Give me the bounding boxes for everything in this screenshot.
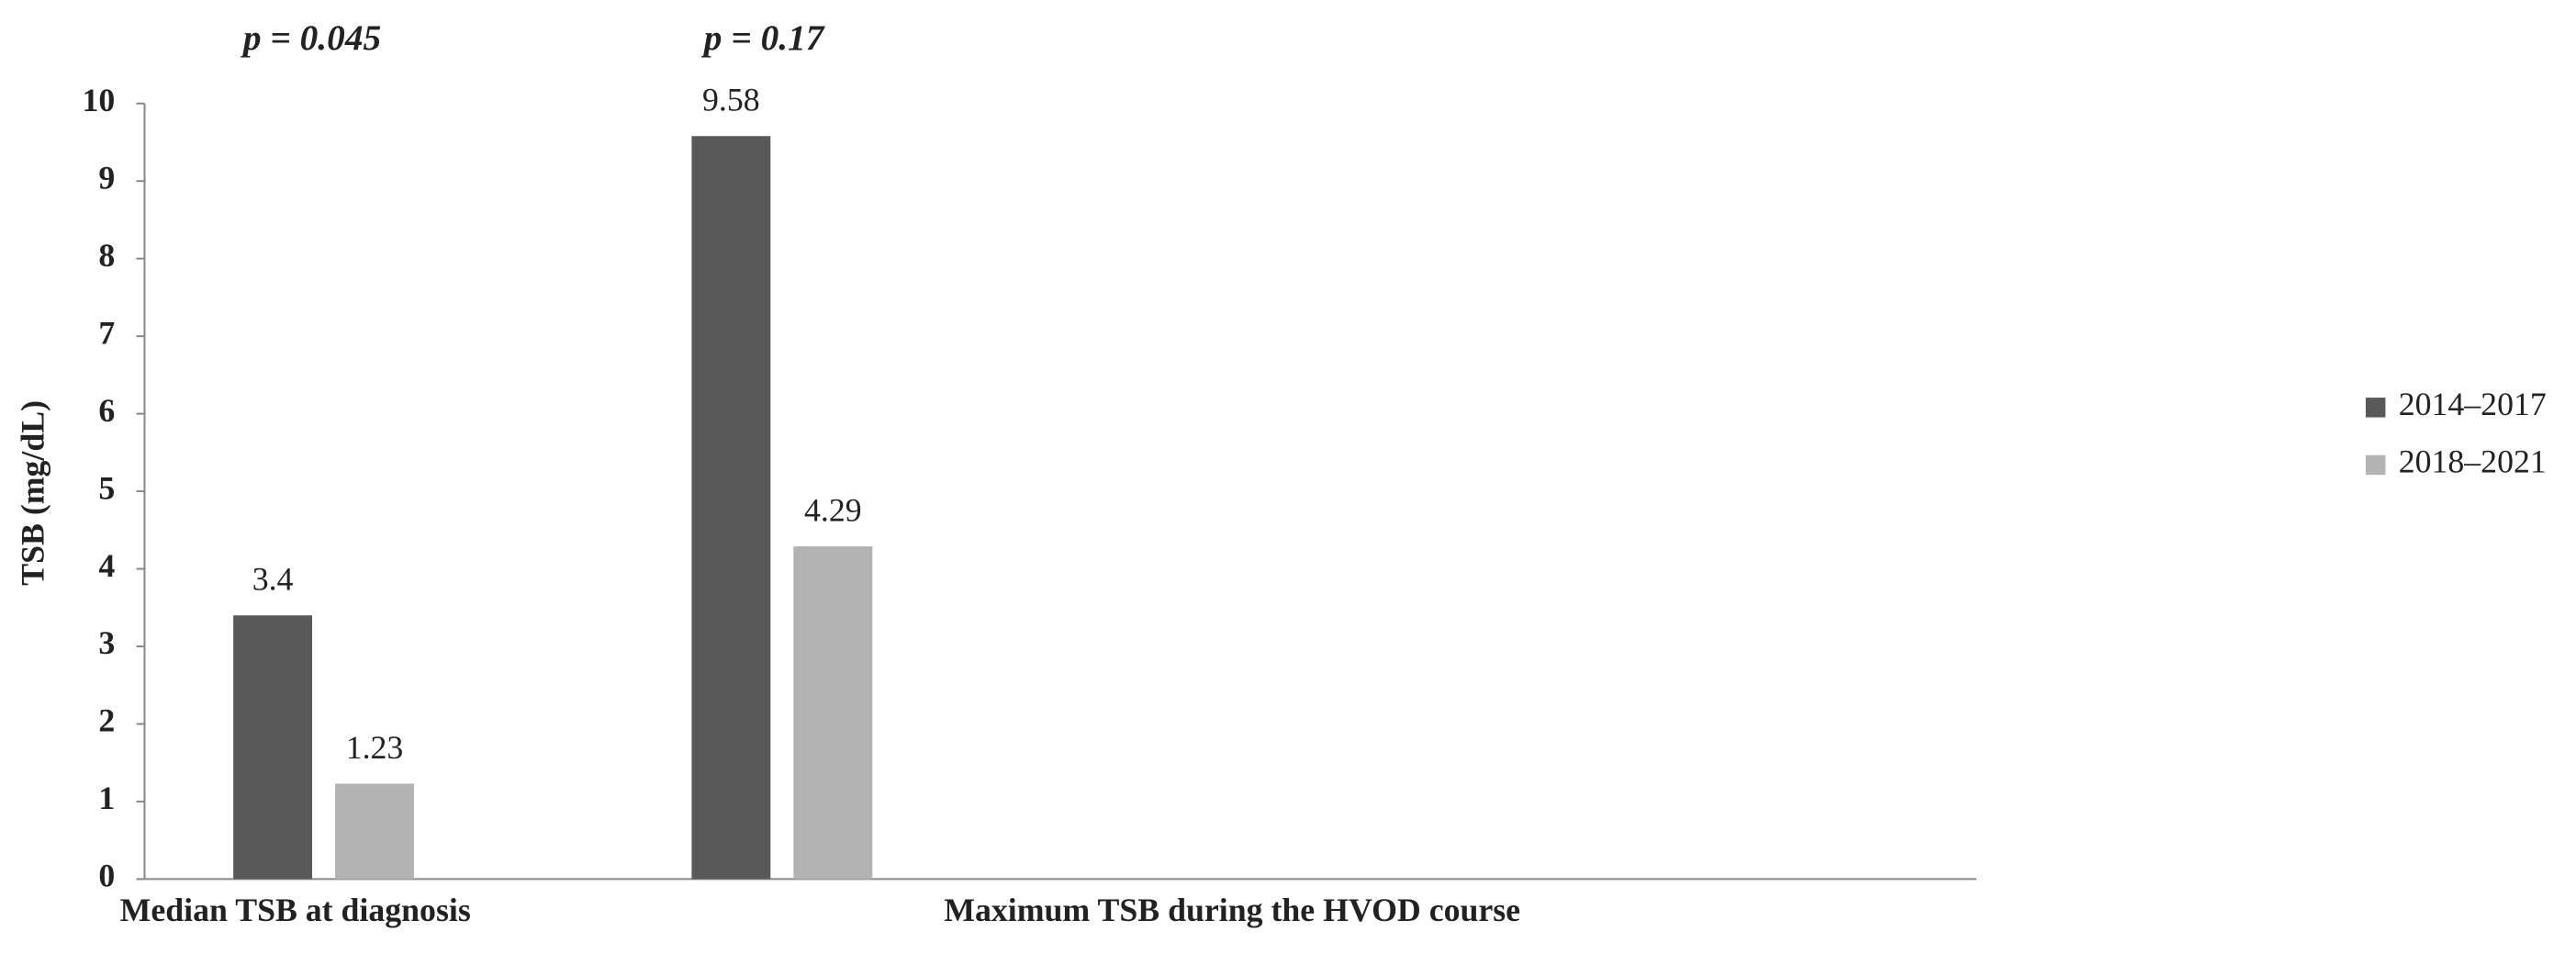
y-tick-label: 2: [98, 702, 115, 739]
annotation: p = 0.045: [241, 17, 381, 58]
x-tick-label: Maximum TSB during the HVOD course: [944, 892, 1520, 928]
y-tick-label: 5: [98, 469, 115, 506]
legend-swatch: [2365, 398, 2386, 418]
y-tick-label: 8: [98, 237, 115, 274]
data-label: 4.29: [804, 491, 862, 528]
x-tick-label: Median TSB at diagnosis: [120, 892, 471, 928]
legend-swatch: [2365, 455, 2386, 476]
data-label: 1.23: [346, 729, 404, 766]
legend-label: 2018–2021: [2399, 443, 2547, 480]
y-tick-label: 10: [82, 82, 115, 118]
y-tick-label: 9: [98, 159, 115, 196]
bar: [793, 546, 873, 880]
y-tick-label: 7: [98, 314, 115, 351]
y-tick-label: 6: [98, 392, 115, 429]
bar: [691, 136, 771, 880]
y-axis-label: TSB (mg/dL): [15, 400, 51, 586]
bar: [335, 783, 414, 880]
legend-label: 2014–2017: [2399, 386, 2547, 422]
y-tick-label: 1: [98, 780, 115, 816]
data-label: 3.4: [252, 561, 294, 598]
y-tick-label: 4: [98, 547, 115, 584]
y-tick-label: 0: [98, 858, 115, 894]
bar: [233, 615, 313, 880]
data-label: 9.58: [702, 82, 760, 118]
y-tick-label: 3: [98, 624, 115, 661]
annotation: p = 0.17: [701, 17, 825, 58]
